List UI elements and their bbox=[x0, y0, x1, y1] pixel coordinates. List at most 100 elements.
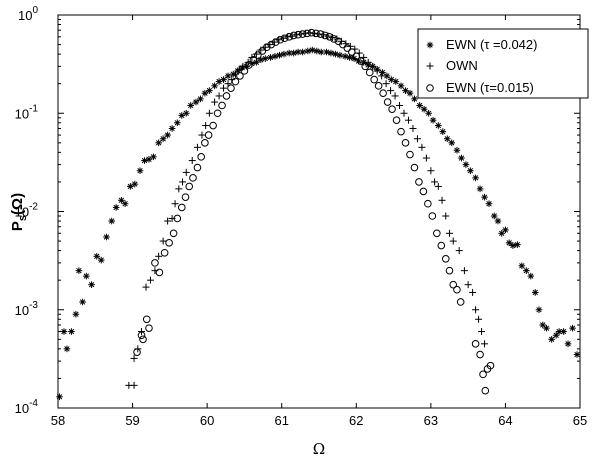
y-tick-label-base: 10 bbox=[18, 8, 32, 23]
data-point-asterisk bbox=[108, 217, 115, 225]
x-tick-label: 61 bbox=[274, 413, 288, 428]
data-point-asterisk bbox=[494, 217, 502, 225]
x-tick-label: 60 bbox=[200, 413, 214, 428]
data-point-asterisk bbox=[112, 204, 120, 211]
legend: EWN (τ =0.042) OWN EWN (τ=0.015) bbox=[417, 28, 589, 99]
data-point-asterisk bbox=[509, 242, 517, 249]
data-point-asterisk bbox=[490, 212, 498, 220]
data-point-asterisk bbox=[299, 48, 306, 56]
data-point-asterisk bbox=[141, 157, 148, 164]
data-point-circle bbox=[419, 187, 428, 196]
data-point-circle bbox=[240, 67, 249, 75]
data-point-asterisk bbox=[573, 351, 581, 358]
data-point-asterisk bbox=[481, 193, 488, 201]
data-point-plus bbox=[188, 157, 196, 165]
data-point-circle bbox=[325, 32, 334, 41]
legend-symbol-plus bbox=[426, 62, 434, 70]
data-point-asterisk bbox=[164, 131, 171, 139]
data-point-asterisk bbox=[548, 336, 555, 343]
y-tick-label-exponent: -2 bbox=[29, 202, 38, 213]
data-point-asterisk bbox=[535, 306, 543, 314]
data-point-plus bbox=[404, 116, 412, 124]
data-point-plus bbox=[211, 98, 219, 106]
data-point-asterisk bbox=[56, 393, 63, 401]
data-point-plus bbox=[164, 217, 172, 225]
data-point-circle bbox=[236, 72, 244, 80]
legend-marker-asterisk bbox=[426, 41, 434, 49]
legend-symbol-asterisk bbox=[426, 41, 434, 49]
y-tick-label-base: 10 bbox=[15, 106, 29, 121]
data-point-asterisk bbox=[443, 135, 451, 143]
data-point-asterisk bbox=[402, 87, 409, 94]
y-tick-label-exponent: -4 bbox=[29, 398, 38, 409]
data-point-asterisk bbox=[150, 153, 157, 161]
data-point-circle bbox=[383, 98, 392, 106]
data-point-asterisk bbox=[406, 89, 414, 97]
data-point-circle bbox=[316, 30, 325, 38]
data-point-plus bbox=[396, 101, 404, 109]
data-point-circle bbox=[165, 239, 173, 247]
data-point-asterisk bbox=[552, 331, 560, 339]
data-point-circle bbox=[245, 61, 253, 69]
data-point-asterisk bbox=[187, 102, 195, 109]
data-point-plus bbox=[248, 53, 256, 61]
data-point-plus bbox=[469, 288, 477, 296]
data-point-circle bbox=[437, 241, 446, 250]
legend-marker-circle bbox=[426, 84, 434, 92]
y-axis-label: Ps(Ω) bbox=[9, 193, 29, 231]
data-point-circle bbox=[193, 163, 202, 172]
data-point-circle bbox=[294, 30, 302, 39]
data-point-asterisk bbox=[174, 119, 181, 127]
x-tick-label: 59 bbox=[125, 413, 139, 428]
y-tick-label-base: 10 bbox=[15, 303, 29, 318]
data-point-asterisk bbox=[121, 200, 129, 208]
data-point-plus bbox=[179, 178, 187, 186]
data-point-asterisk bbox=[192, 98, 200, 106]
y-tick-label-base: 10 bbox=[15, 401, 29, 416]
data-point-asterisk bbox=[182, 109, 190, 117]
data-point-circle bbox=[352, 52, 361, 61]
data-point-circle bbox=[254, 51, 262, 59]
data-point-asterisk bbox=[379, 69, 386, 76]
data-point-asterisk bbox=[467, 167, 474, 175]
data-point-asterisk bbox=[462, 161, 470, 168]
data-point-circle bbox=[169, 229, 178, 238]
data-point-asterisk bbox=[564, 340, 572, 348]
data-point-circle bbox=[401, 139, 410, 147]
data-point-asterisk bbox=[439, 128, 447, 135]
data-point-asterisk bbox=[145, 155, 153, 163]
data-point-plus bbox=[205, 109, 213, 117]
data-point-asterisk bbox=[411, 95, 418, 103]
data-point-plus bbox=[464, 281, 472, 289]
data-point-circle bbox=[231, 77, 240, 86]
data-point-circle bbox=[289, 31, 298, 40]
data-point-plus bbox=[182, 168, 190, 176]
data-point-circle bbox=[177, 203, 186, 212]
data-point-plus bbox=[455, 247, 463, 255]
data-point-asterisk bbox=[485, 200, 493, 208]
data-point-plus bbox=[130, 354, 138, 362]
data-point-circle bbox=[227, 84, 235, 92]
data-point-asterisk bbox=[131, 180, 139, 188]
data-point-asterisk bbox=[458, 154, 465, 162]
data-point-circle bbox=[388, 105, 396, 113]
data-point-circle bbox=[204, 131, 213, 139]
data-point-asterisk bbox=[79, 298, 86, 306]
data-point-circle bbox=[410, 163, 419, 172]
y-tick-label: 10-1 bbox=[15, 103, 39, 121]
data-point-plus bbox=[449, 237, 457, 245]
data-point-asterisk bbox=[68, 328, 75, 335]
data-point-plus bbox=[446, 229, 453, 237]
data-point-circle bbox=[445, 266, 454, 275]
data-point-circle bbox=[433, 229, 441, 238]
data-point-plus bbox=[481, 340, 489, 348]
data-point-circle bbox=[189, 174, 197, 182]
data-point-asterisk bbox=[336, 51, 344, 59]
data-point-circle bbox=[181, 193, 190, 201]
data-point-asterisk bbox=[159, 135, 167, 143]
data-point-asterisk bbox=[88, 281, 95, 288]
data-point-asterisk bbox=[569, 324, 576, 332]
data-point-plus bbox=[400, 109, 408, 117]
